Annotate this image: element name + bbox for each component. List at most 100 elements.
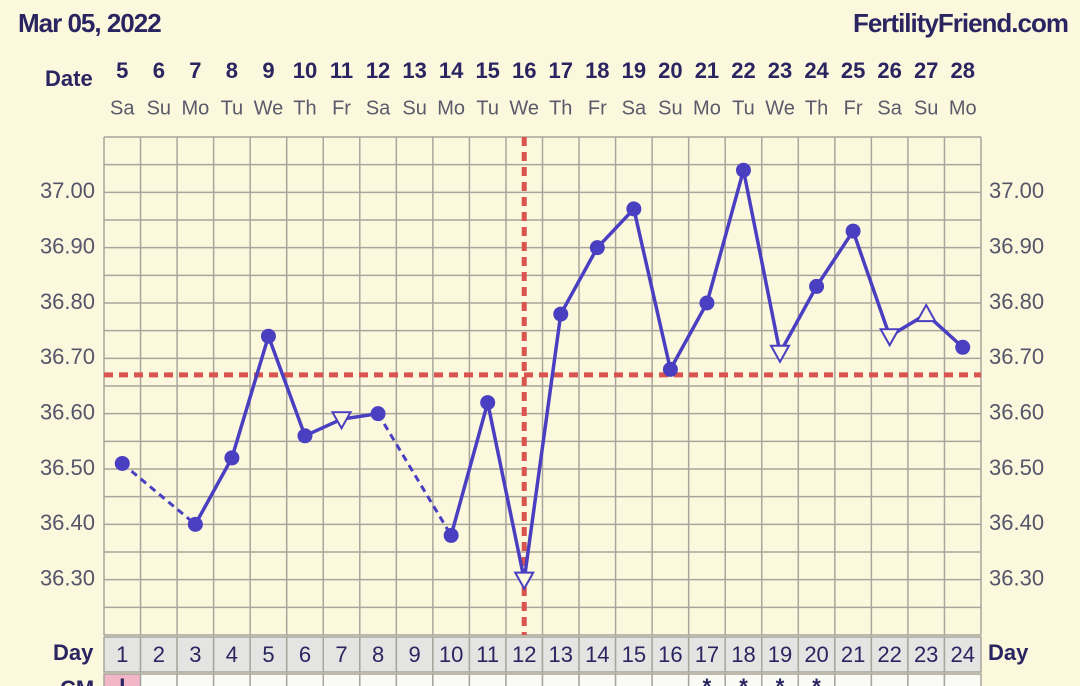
y-tick-label: 36.30: [40, 565, 95, 590]
cm-value: I: [119, 674, 125, 686]
temp-point: [224, 450, 240, 466]
y-tick-label: 37.00: [989, 178, 1044, 203]
date-number: 5: [116, 58, 128, 83]
day-number: 9: [408, 642, 420, 667]
y-tick-label: 36.50: [989, 455, 1044, 480]
cm-value: *: [703, 674, 712, 686]
y-tick-label: 36.40: [989, 510, 1044, 535]
y-tick-label: 36.80: [40, 289, 95, 314]
temp-point: [443, 527, 459, 543]
day-cell: [724, 636, 763, 673]
date-number: 28: [950, 58, 974, 83]
y-tick-label: 36.50: [40, 455, 95, 480]
temp-line-bridge: [121, 462, 197, 526]
cm-cell: [359, 673, 398, 686]
day-number: 14: [585, 642, 609, 667]
date-number: 24: [804, 58, 829, 83]
y-tick-label: 37.00: [40, 178, 95, 203]
chart-title: Mar 05, 2022: [18, 8, 161, 38]
day-number: 6: [299, 642, 311, 667]
weekday: Su: [402, 97, 426, 119]
temp-point: [480, 395, 496, 411]
y-tick-label: 36.90: [40, 233, 95, 258]
cm-cell: [834, 673, 873, 686]
temp-point: [915, 303, 937, 323]
day-number: 17: [695, 642, 719, 667]
day-number: 24: [950, 642, 974, 667]
day-number: 19: [768, 642, 792, 667]
cm-cell: [212, 673, 251, 686]
date-number: 6: [153, 58, 165, 83]
day-number: 21: [841, 642, 865, 667]
weekday: Fr: [588, 97, 607, 119]
weekday: Sa: [110, 97, 135, 119]
date-number: 16: [512, 58, 536, 83]
temp-point: [662, 361, 678, 377]
cm-cell: [541, 673, 580, 686]
y-tick-label: 36.40: [40, 510, 95, 535]
weekday: Su: [147, 97, 171, 119]
day-label: Day: [53, 640, 94, 665]
date-number: 15: [475, 58, 499, 83]
date-label: Date: [45, 66, 93, 91]
cm-cell: [907, 673, 946, 686]
day-label: Day: [988, 640, 1029, 665]
weekday: We: [254, 97, 284, 119]
day-cell: [285, 636, 325, 673]
day-number: 13: [549, 642, 573, 667]
day-cell: [834, 636, 873, 673]
weekday: Tu: [476, 97, 499, 119]
day-cell: [139, 636, 178, 673]
day-cell: [359, 636, 398, 673]
temp-point: [260, 328, 276, 344]
y-tick-label: 36.60: [989, 399, 1044, 424]
weekday: We: [509, 97, 539, 119]
cm-cell: [870, 673, 909, 686]
day-cell: [322, 636, 361, 673]
day-cell: [870, 636, 909, 673]
y-tick-label: 36.70: [989, 344, 1044, 369]
weekday: Sa: [877, 97, 902, 119]
weekday: Tu: [732, 97, 755, 119]
cm-label: CM: [60, 676, 94, 686]
day-cell: [505, 636, 544, 673]
brand: FertilityFriend.com: [853, 8, 1068, 38]
cm-cell: [432, 673, 471, 686]
day-number: 23: [914, 642, 938, 667]
date-number: 11: [330, 58, 353, 83]
date-number: 9: [262, 58, 274, 83]
cm-cell: [614, 673, 653, 686]
cm-cell: [285, 673, 325, 686]
y-tick-label: 36.90: [989, 233, 1044, 258]
day-number: 16: [658, 642, 682, 667]
temp-point: [114, 455, 130, 471]
y-tick-label: 36.80: [989, 289, 1044, 314]
date-number: 22: [731, 58, 755, 83]
cm-cell: [651, 673, 690, 686]
date-number: 18: [585, 58, 609, 83]
day-cell: [907, 636, 946, 673]
day-cell: [943, 636, 982, 673]
day-number: 15: [622, 642, 646, 667]
weekday: Sa: [622, 97, 647, 119]
y-tick-label: 36.60: [40, 399, 95, 424]
cm-value: *: [812, 674, 821, 686]
day-number: 10: [439, 642, 463, 667]
temp-point: [553, 306, 569, 322]
day-cell: [176, 636, 215, 673]
day-cell: [249, 636, 288, 673]
temp-point: [878, 328, 901, 348]
weekday: We: [765, 97, 795, 119]
cm-cell: [505, 673, 544, 686]
weekday: Fr: [332, 97, 351, 119]
day-cell: [395, 636, 434, 673]
temp-point: [955, 339, 971, 355]
cm-cell: [578, 673, 617, 686]
date-number: 10: [293, 58, 317, 83]
weekday: Mo: [437, 97, 465, 119]
day-number: 8: [372, 642, 384, 667]
weekday: Mo: [181, 97, 209, 119]
day-cell: [432, 636, 471, 673]
temp-point: [513, 571, 535, 591]
